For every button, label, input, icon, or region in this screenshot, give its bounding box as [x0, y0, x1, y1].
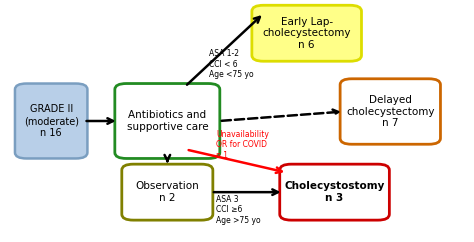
FancyBboxPatch shape: [122, 164, 213, 220]
Text: Observation
n 2: Observation n 2: [136, 181, 199, 203]
Text: ASA 1-2
CCI < 6
Age <75 yo: ASA 1-2 CCI < 6 Age <75 yo: [209, 49, 254, 79]
FancyBboxPatch shape: [280, 164, 389, 220]
Text: GRADE II
(moderate)
n 16: GRADE II (moderate) n 16: [24, 104, 79, 138]
Text: Early Lap-
cholecystectomy
n 6: Early Lap- cholecystectomy n 6: [263, 17, 351, 50]
Text: Unavailability
OR for COVID
n 1: Unavailability OR for COVID n 1: [216, 130, 269, 160]
FancyBboxPatch shape: [15, 83, 87, 159]
FancyBboxPatch shape: [115, 83, 220, 159]
FancyBboxPatch shape: [252, 5, 362, 61]
Text: ASA 3
CCI ≥6
Age >75 yo: ASA 3 CCI ≥6 Age >75 yo: [216, 195, 261, 225]
FancyBboxPatch shape: [340, 79, 440, 144]
Text: Antibiotics and
supportive care: Antibiotics and supportive care: [127, 110, 208, 132]
Text: Cholecystostomy
n 3: Cholecystostomy n 3: [284, 181, 385, 203]
Text: Delayed
cholecystectomy
n 7: Delayed cholecystectomy n 7: [346, 95, 435, 128]
